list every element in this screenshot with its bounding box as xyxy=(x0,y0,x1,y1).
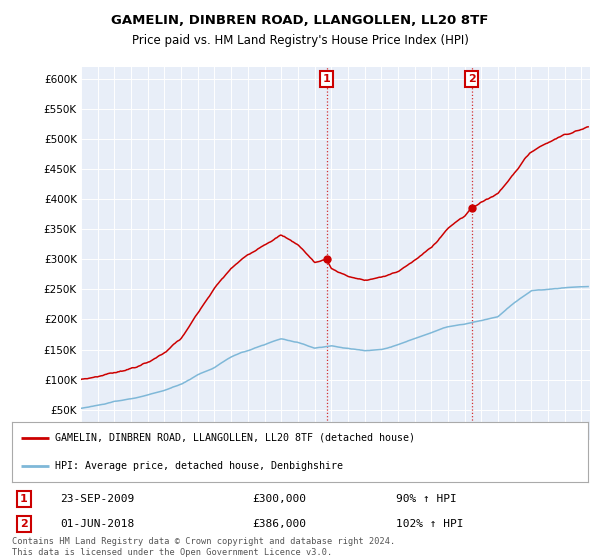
Text: Contains HM Land Registry data © Crown copyright and database right 2024.
This d: Contains HM Land Registry data © Crown c… xyxy=(12,537,395,557)
Text: £386,000: £386,000 xyxy=(252,519,306,529)
Text: Price paid vs. HM Land Registry's House Price Index (HPI): Price paid vs. HM Land Registry's House … xyxy=(131,34,469,46)
Text: 90% ↑ HPI: 90% ↑ HPI xyxy=(396,494,457,504)
Text: 01-JUN-2018: 01-JUN-2018 xyxy=(60,519,134,529)
Text: GAMELIN, DINBREN ROAD, LLANGOLLEN, LL20 8TF: GAMELIN, DINBREN ROAD, LLANGOLLEN, LL20 … xyxy=(112,14,488,27)
Text: GAMELIN, DINBREN ROAD, LLANGOLLEN, LL20 8TF (detached house): GAMELIN, DINBREN ROAD, LLANGOLLEN, LL20 … xyxy=(55,432,415,442)
Text: HPI: Average price, detached house, Denbighshire: HPI: Average price, detached house, Denb… xyxy=(55,461,343,472)
Text: 2: 2 xyxy=(20,519,28,529)
Text: £300,000: £300,000 xyxy=(252,494,306,504)
Text: 23-SEP-2009: 23-SEP-2009 xyxy=(60,494,134,504)
Text: 1: 1 xyxy=(20,494,28,504)
Text: 1: 1 xyxy=(323,74,331,84)
Text: 102% ↑ HPI: 102% ↑ HPI xyxy=(396,519,464,529)
Text: 2: 2 xyxy=(468,74,476,84)
